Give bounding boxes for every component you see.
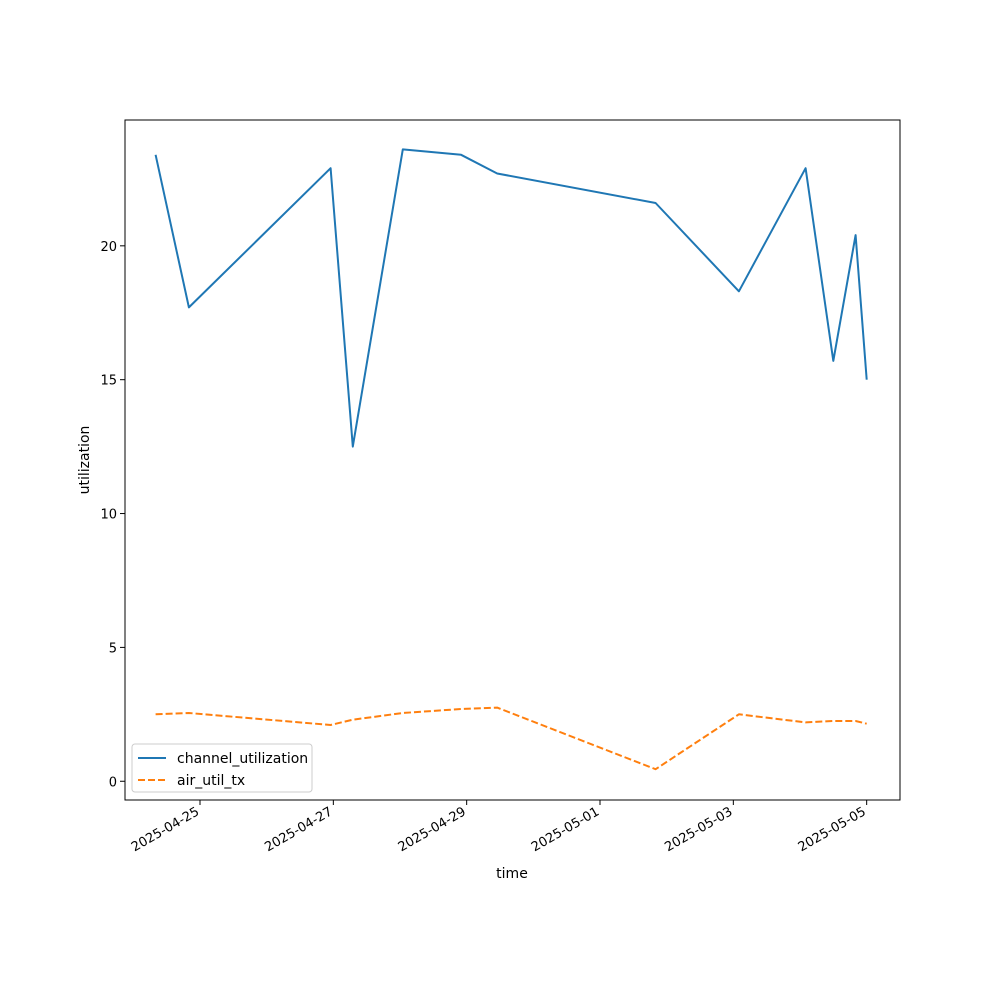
plot-area [125,120,900,800]
legend: channel_utilization air_util_tx [131,743,313,793]
legend-label-air-util-tx: air_util_tx [177,773,245,789]
plot-frame [124,119,901,801]
series-line-channel-utilization [154,148,868,448]
x-axis-label: time [496,866,528,882]
y-tick-label: 20 [100,240,117,255]
series-line-air-util-tx [155,706,867,771]
y-tick-label: 10 [100,508,117,523]
y-tick-label: 0 [109,775,117,790]
y-axis-ticks: 0 5 10 15 20 [100,240,125,790]
legend-box [131,743,313,793]
series-layer [154,148,868,771]
legend-label-channel-utilization: channel_utilization [177,751,308,767]
y-tick-label: 5 [109,641,117,656]
y-tick-label: 15 [100,374,117,389]
y-axis-label: utilization [77,426,93,495]
